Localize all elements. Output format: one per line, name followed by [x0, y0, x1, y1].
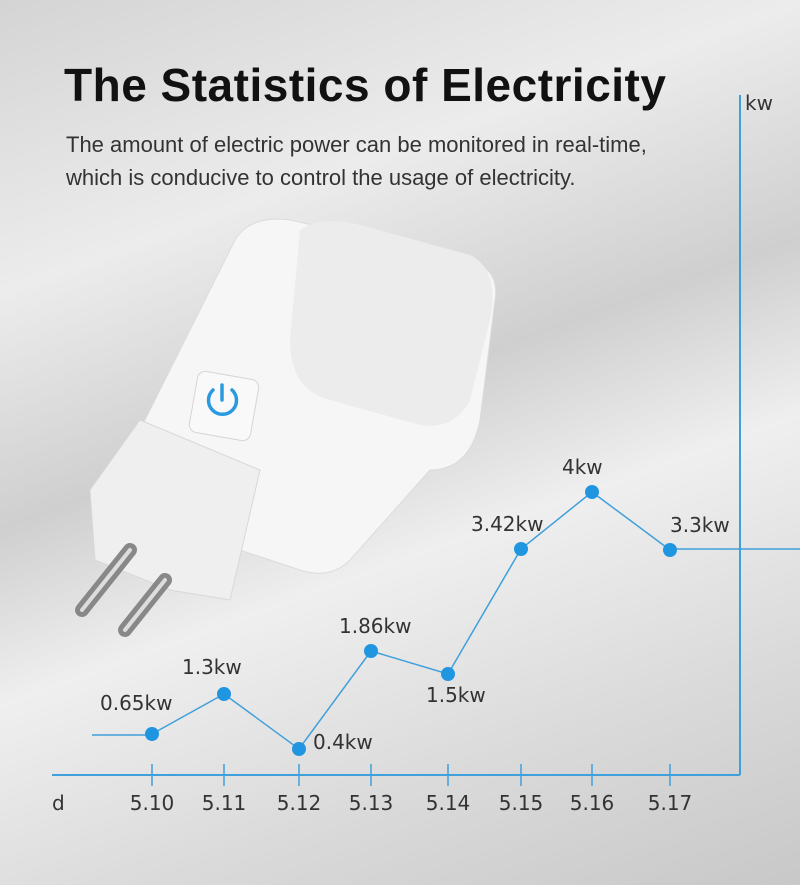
- data-label: 0.65kw: [100, 691, 172, 715]
- page-title: The Statistics of Electricity: [64, 59, 667, 111]
- data-point: [585, 485, 599, 499]
- data-point: [514, 542, 528, 556]
- data-label: 3.42kw: [471, 512, 543, 536]
- x-tick-label: 5.14: [426, 791, 471, 815]
- data-point: [217, 687, 231, 701]
- x-tick-label: 5.10: [130, 791, 175, 815]
- series-line: [151, 491, 671, 751]
- y-axis-label: kw: [745, 91, 773, 115]
- data-label: 0.4kw: [313, 730, 373, 754]
- subtitle-line-2: which is conducive to control the usage …: [66, 165, 576, 190]
- x-tick-label: 5.11: [202, 791, 247, 815]
- data-point: [292, 742, 306, 756]
- x-tick-label: 5.13: [349, 791, 394, 815]
- power-icon: [206, 383, 239, 417]
- data-label: 1.3kw: [182, 655, 242, 679]
- smart-plug: [75, 218, 497, 637]
- x-axis-label: d: [52, 791, 65, 815]
- subtitle-line-1: The amount of electric power can be moni…: [66, 132, 647, 157]
- subtitle: The amount of electric power can be moni…: [66, 128, 746, 194]
- power-button: [188, 370, 260, 442]
- x-tick-label: 5.16: [570, 791, 615, 815]
- data-point: [441, 667, 455, 681]
- data-point: [663, 543, 677, 557]
- data-label: 4kw: [562, 455, 603, 479]
- data-label: 1.5kw: [426, 683, 486, 707]
- data-point: [145, 727, 159, 741]
- data-label: 3.3kw: [670, 513, 730, 537]
- x-tick-label: 5.17: [648, 791, 693, 815]
- data-label: 1.86kw: [339, 614, 411, 638]
- data-point: [364, 644, 378, 658]
- x-tick-label: 5.12: [277, 791, 322, 815]
- x-tick-label: 5.15: [499, 791, 544, 815]
